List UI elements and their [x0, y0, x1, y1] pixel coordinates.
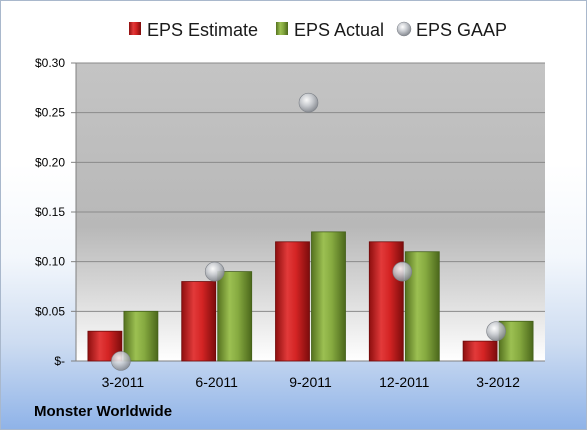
bar-eps-estimate	[181, 281, 217, 362]
bar-eps-actual	[123, 310, 159, 362]
legend-label-actual: EPS Actual	[294, 20, 384, 40]
bar-eps-estimate	[462, 340, 498, 362]
bars	[87, 231, 534, 362]
y-tick-label: $0.25	[35, 106, 65, 120]
y-tick-label: $0.05	[35, 304, 65, 318]
x-category-label: 3-2012	[476, 374, 520, 390]
x-category-label: 6-2011	[195, 374, 238, 390]
y-axis-ticks: $- $0.05 $0.10 $0.15 $0.20 $0.25 $0.30	[35, 56, 545, 368]
bar-eps-actual	[311, 231, 346, 362]
y-tick-label: $-	[54, 354, 65, 368]
bubble-eps-gaap	[204, 261, 225, 282]
gaap-bubbles	[111, 92, 506, 371]
x-category-label: 9-2011	[289, 374, 332, 390]
bubble-eps-gaap	[392, 261, 413, 282]
bubble-eps-gaap	[486, 321, 506, 342]
x-category-label: 3-2011	[102, 374, 145, 390]
bubble-eps-gaap	[298, 92, 319, 113]
legend: EPS Estimate EPS Actual EPS GAAP	[129, 20, 507, 40]
bar-eps-actual	[217, 271, 253, 362]
y-tick-label: $0.10	[35, 255, 65, 269]
bubble-eps-gaap	[111, 351, 131, 371]
y-tick-label: $0.20	[35, 155, 65, 169]
y-tick-label: $0.30	[35, 56, 65, 70]
legend-label-gaap: EPS GAAP	[416, 20, 507, 40]
x-category-label: 12-2011	[379, 374, 430, 390]
x-axis-categories: 3-2011 6-2011 9-2011 12-2011 3-2012	[102, 374, 520, 390]
legend-label-estimate: EPS Estimate	[147, 20, 258, 40]
company-name: Monster Worldwide	[34, 403, 173, 420]
legend-swatch-estimate	[129, 22, 141, 35]
bar-eps-estimate	[368, 241, 404, 362]
legend-swatch-actual	[276, 22, 288, 35]
y-tick-label: $0.15	[35, 205, 65, 219]
legend-swatch-gaap	[396, 21, 412, 37]
bar-eps-estimate	[275, 241, 310, 362]
